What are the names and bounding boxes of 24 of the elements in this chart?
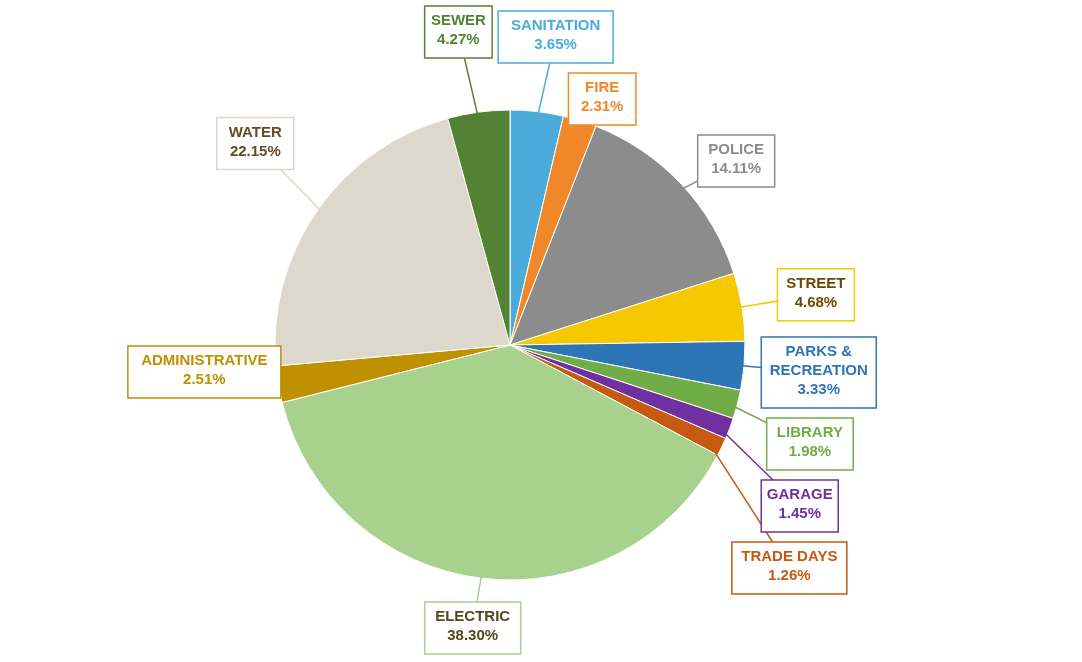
slice-label: ELECTRIC <box>435 607 511 624</box>
data-label: 14.11% <box>711 159 762 177</box>
slice-label: FIRE <box>585 78 620 96</box>
data-label: 3.65% <box>534 35 577 53</box>
data-label: 4.27% <box>437 30 480 47</box>
slice-label: POLICE <box>708 140 765 158</box>
data-label: 22.15% <box>229 141 281 159</box>
data-label: 2.51% <box>183 370 226 388</box>
data-label: 1.45% <box>778 504 822 522</box>
data-label: 1.98% <box>788 442 832 460</box>
slice-label: WATER <box>228 122 282 140</box>
data-label: 38.30% <box>447 626 499 643</box>
data-label: 2.31% <box>580 97 624 115</box>
slice-label: PARKS & RECREATION <box>769 342 868 379</box>
slice-label: GARAGE <box>766 485 833 503</box>
slice-label: STREET <box>786 273 846 291</box>
data-label: 3.33% <box>797 380 841 398</box>
slice-label: ADMINISTRATIVE <box>141 351 268 369</box>
slice-label: SEWER <box>430 11 487 28</box>
slice-label: SANITATION <box>510 16 601 34</box>
slice-label: LIBRARY <box>776 423 843 441</box>
data-label: 4.68% <box>794 292 838 310</box>
data-label: 1.26% <box>768 566 811 584</box>
slice-label: TRADE DAYS <box>741 547 838 565</box>
